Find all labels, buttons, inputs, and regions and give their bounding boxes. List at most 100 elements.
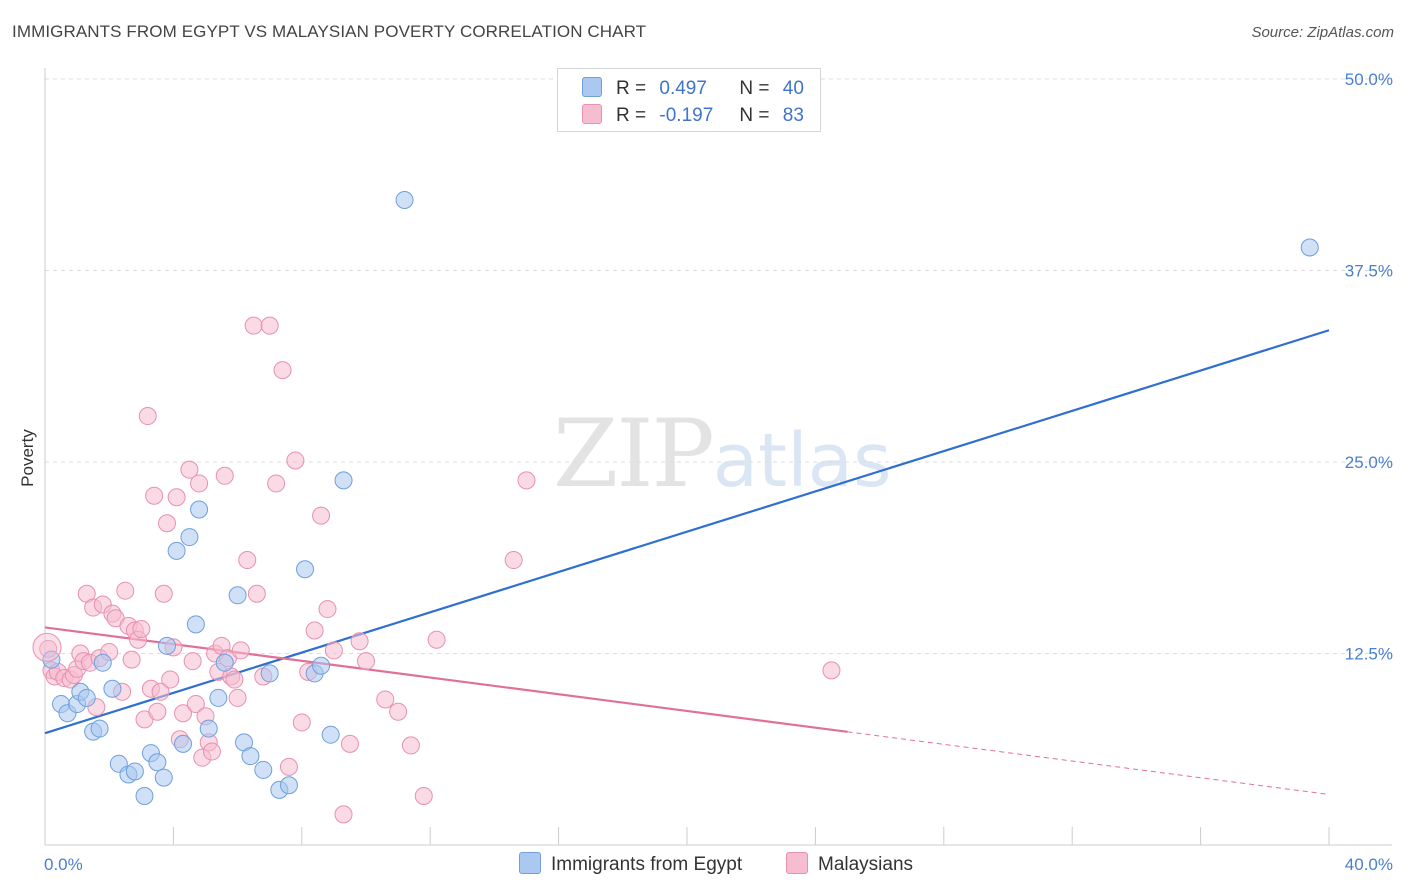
point-egypt <box>254 760 273 779</box>
point-malaysians <box>822 661 841 680</box>
point-malaysians <box>427 630 446 649</box>
point-egypt <box>296 560 315 579</box>
point-malaysians <box>180 460 199 479</box>
point-malaysians <box>225 670 244 689</box>
point-egypt <box>157 636 176 655</box>
point-malaysians <box>350 632 369 651</box>
tick-labels: 12.5% 25.0% 37.5% 50.0% 0.0% 40.0% Poverty <box>18 70 1393 874</box>
point-malaysians <box>228 688 247 707</box>
point-egypt <box>186 615 205 634</box>
x-tick-label-max: 40.0% <box>1345 855 1393 874</box>
point-malaysians <box>247 584 266 603</box>
point-egypt <box>174 734 193 753</box>
point-malaysians <box>148 702 167 721</box>
series-swatch-egypt <box>519 852 541 874</box>
point-malaysians <box>167 488 186 507</box>
point-malaysians <box>389 702 408 721</box>
y-axis-label: Poverty <box>18 429 37 487</box>
trend-lines <box>44 329 1330 795</box>
point-malaysians <box>157 514 176 533</box>
point-malaysians <box>231 641 250 660</box>
point-egypt <box>241 747 260 766</box>
legend-row-egypt: R = 0.497 N = 40 <box>582 77 804 101</box>
point-malaysians <box>260 316 279 335</box>
y-tick-label: 37.5% <box>1345 262 1393 281</box>
point-egypt <box>209 688 228 707</box>
point-egypt <box>279 776 298 795</box>
point-malaysians <box>161 670 180 689</box>
point-egypt <box>125 762 144 781</box>
point-malaysians <box>174 704 193 723</box>
point-malaysians <box>401 736 420 755</box>
series-legend-malaysians[interactable]: Malaysians <box>786 852 913 876</box>
point-malaysians <box>305 621 324 640</box>
legend-r-label: R = <box>616 78 647 99</box>
legend-r-value: -0.197 <box>659 105 714 126</box>
series-label-egypt: Immigrants from Egypt <box>551 854 743 875</box>
point-malaysians <box>334 805 353 824</box>
legend-n-label: N = <box>739 105 770 126</box>
point-malaysians <box>183 652 202 671</box>
point-malaysians <box>279 757 298 776</box>
axes <box>44 68 1392 846</box>
point-malaysians <box>244 316 263 335</box>
point-malaysians <box>132 619 151 638</box>
point-egypt <box>228 586 247 605</box>
legend-swatch-egypt <box>582 77 602 97</box>
watermark-atlas: atlas <box>712 418 892 504</box>
point-malaysians <box>190 474 209 493</box>
point-malaysians <box>286 451 305 470</box>
point-egypt <box>103 679 122 698</box>
point-malaysians <box>186 695 205 714</box>
point-malaysians <box>238 551 257 570</box>
legend-n-label: N = <box>739 78 770 99</box>
series-legend-egypt[interactable]: Immigrants from Egypt <box>519 852 742 876</box>
point-egypt <box>321 725 340 744</box>
point-malaysians <box>145 486 164 505</box>
data-points <box>32 191 1319 824</box>
watermark-zip: ZIP <box>553 400 715 509</box>
point-malaysians <box>116 581 135 600</box>
trend-line-malaysians-extension <box>847 731 1330 795</box>
point-egypt <box>135 786 154 805</box>
trend-line-egypt <box>44 329 1330 735</box>
legend-row-malaysians: R = -0.197 N = 83 <box>582 104 804 128</box>
point-malaysians <box>312 506 331 525</box>
point-egypt <box>215 653 234 672</box>
point-malaysians <box>376 690 395 709</box>
point-egypt <box>148 753 167 772</box>
y-tick-label: 50.0% <box>1345 70 1393 89</box>
legend-r-value: 0.497 <box>659 78 707 99</box>
point-malaysians <box>215 466 234 485</box>
point-egypt <box>312 656 331 675</box>
point-egypt <box>1300 238 1319 257</box>
series-swatch-malaysians <box>786 852 808 874</box>
legend-swatch-malaysians <box>582 104 602 124</box>
y-tick-label: 12.5% <box>1345 645 1393 664</box>
point-malaysians <box>273 361 292 380</box>
point-malaysians-aggregate <box>32 632 62 662</box>
point-egypt <box>77 688 96 707</box>
point-egypt <box>154 768 173 787</box>
series-legend: Immigrants from Egypt Malaysians <box>0 852 1406 878</box>
point-egypt <box>42 650 61 669</box>
chart-title: IMMIGRANTS FROM EGYPT VS MALAYSIAN POVER… <box>12 22 647 41</box>
point-egypt <box>190 500 209 519</box>
point-egypt <box>334 471 353 490</box>
watermark: ZIPatlas <box>553 400 892 509</box>
point-egypt <box>167 541 186 560</box>
point-malaysians <box>517 471 536 490</box>
point-malaysians <box>154 584 173 603</box>
correlation-legend: R = 0.497 N = 40 R = -0.197 N = 83 <box>557 68 821 132</box>
x-tick-label-min: 0.0% <box>44 855 83 874</box>
legend-n-value: 83 <box>782 105 804 126</box>
point-malaysians <box>202 742 221 761</box>
y-tick-label: 25.0% <box>1345 453 1393 472</box>
point-malaysians <box>324 641 343 660</box>
point-egypt <box>180 528 199 547</box>
point-malaysians <box>138 407 157 426</box>
point-malaysians <box>151 682 170 701</box>
point-malaysians <box>357 652 375 671</box>
point-egypt <box>93 653 112 672</box>
point-malaysians <box>292 713 311 732</box>
